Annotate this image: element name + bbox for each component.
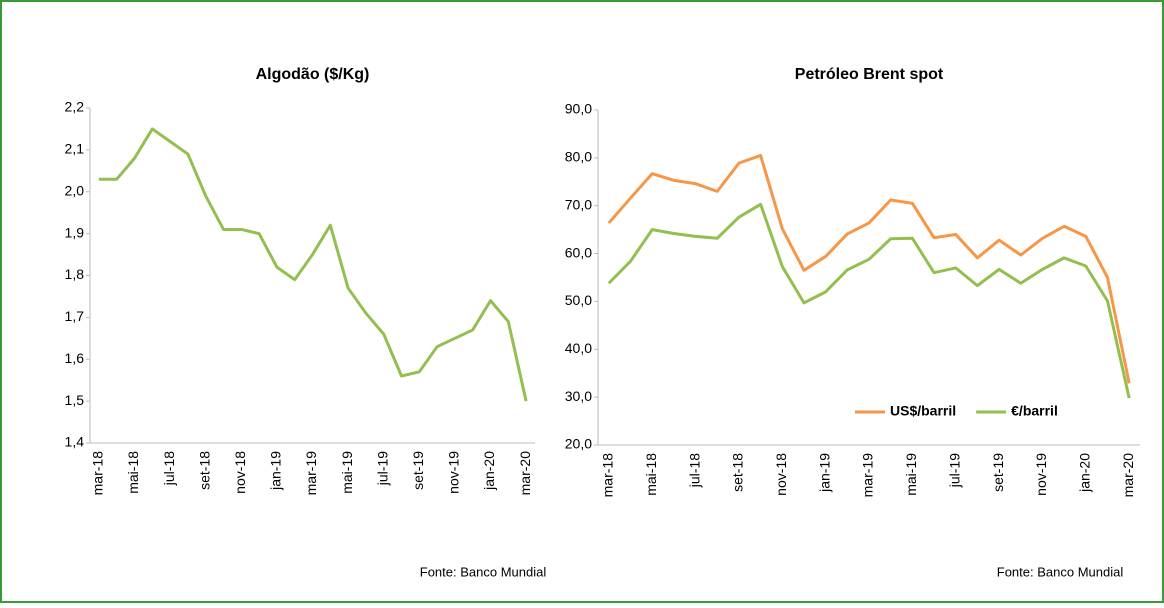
y-tick-label: 90,0	[565, 101, 592, 117]
series-line	[607, 153, 1131, 384]
x-tick-label: jul-18	[161, 451, 177, 486]
y-tick-label: 80,0	[565, 149, 592, 165]
y-tick-label: 2,0	[65, 182, 85, 198]
y-tick-label: 2,1	[65, 141, 85, 157]
x-tick-label: jul-19	[374, 451, 390, 486]
x-tick-label: set-19	[990, 453, 1006, 492]
x-tick-label: mai-18	[125, 451, 141, 494]
x-tick-label: mai-18	[643, 453, 659, 496]
x-tick-label: nov-18	[773, 453, 789, 496]
x-tick-label: mar-19	[860, 453, 876, 498]
x-tick-label: set-18	[730, 453, 746, 492]
y-tick-label: 20,0	[565, 436, 592, 452]
y-tick-label: 1,5	[65, 392, 85, 408]
x-tick-label: mar-18	[600, 453, 616, 498]
y-tick-label: 1,4	[65, 434, 85, 450]
x-tick-label: set-18	[196, 451, 212, 490]
x-tick-label: set-19	[410, 451, 426, 490]
chart-title: Petróleo Brent spot	[795, 66, 944, 83]
x-tick-label: jan-20	[1077, 453, 1093, 493]
y-tick-label: 1,6	[65, 350, 85, 366]
y-tick-label: 60,0	[565, 244, 592, 260]
y-tick-label: 1,7	[65, 308, 85, 324]
source: Fonte: Banco Mundial	[997, 564, 1124, 579]
x-tick-label: nov-18	[232, 451, 248, 494]
legend-label: US$/barril	[890, 403, 956, 419]
y-tick-label: 40,0	[565, 340, 592, 356]
series-line	[607, 202, 1131, 399]
source: Fonte: Banco Mundial	[420, 564, 547, 579]
y-tick-label: 70,0	[565, 196, 592, 212]
x-tick-label: mar-18	[90, 451, 106, 496]
y-tick-label: 50,0	[565, 292, 592, 308]
x-tick-label: mar-20	[517, 451, 533, 496]
x-tick-label: nov-19	[446, 451, 462, 494]
y-tick-label: 2,2	[65, 99, 85, 115]
y-tick-label: 1,9	[65, 224, 85, 240]
x-tick-label: nov-19	[1033, 453, 1049, 496]
y-tick-label: 30,0	[565, 388, 592, 404]
x-tick-label: mai-19	[903, 453, 919, 496]
x-tick-label: jul-19	[946, 453, 962, 488]
x-tick-label: jul-18	[686, 453, 702, 488]
legend-label: €/barril	[1011, 403, 1058, 419]
series-line	[98, 127, 528, 402]
chart-title: Algodão ($/Kg)	[256, 66, 370, 83]
x-tick-label: jan-19	[816, 453, 832, 493]
x-tick-label: mar-20	[1120, 453, 1136, 498]
y-tick-label: 1,8	[65, 266, 85, 282]
x-tick-label: mar-19	[303, 451, 319, 496]
x-tick-label: mai-19	[339, 451, 355, 494]
x-tick-label: jan-19	[268, 451, 284, 491]
x-tick-label: jan-20	[481, 451, 497, 491]
